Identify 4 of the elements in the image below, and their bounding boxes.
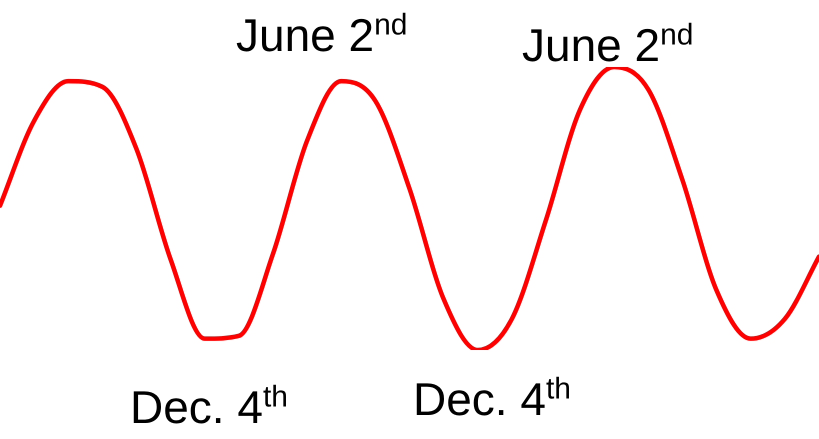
- text: June 2$^{nd}$: [236, 8, 408, 61]
- annotation: June 2$^{nd}$: [522, 18, 694, 71]
- text: Dec. 4$^{th}$: [413, 372, 571, 425]
- text: Dec. 4$^{th}$: [130, 380, 288, 433]
